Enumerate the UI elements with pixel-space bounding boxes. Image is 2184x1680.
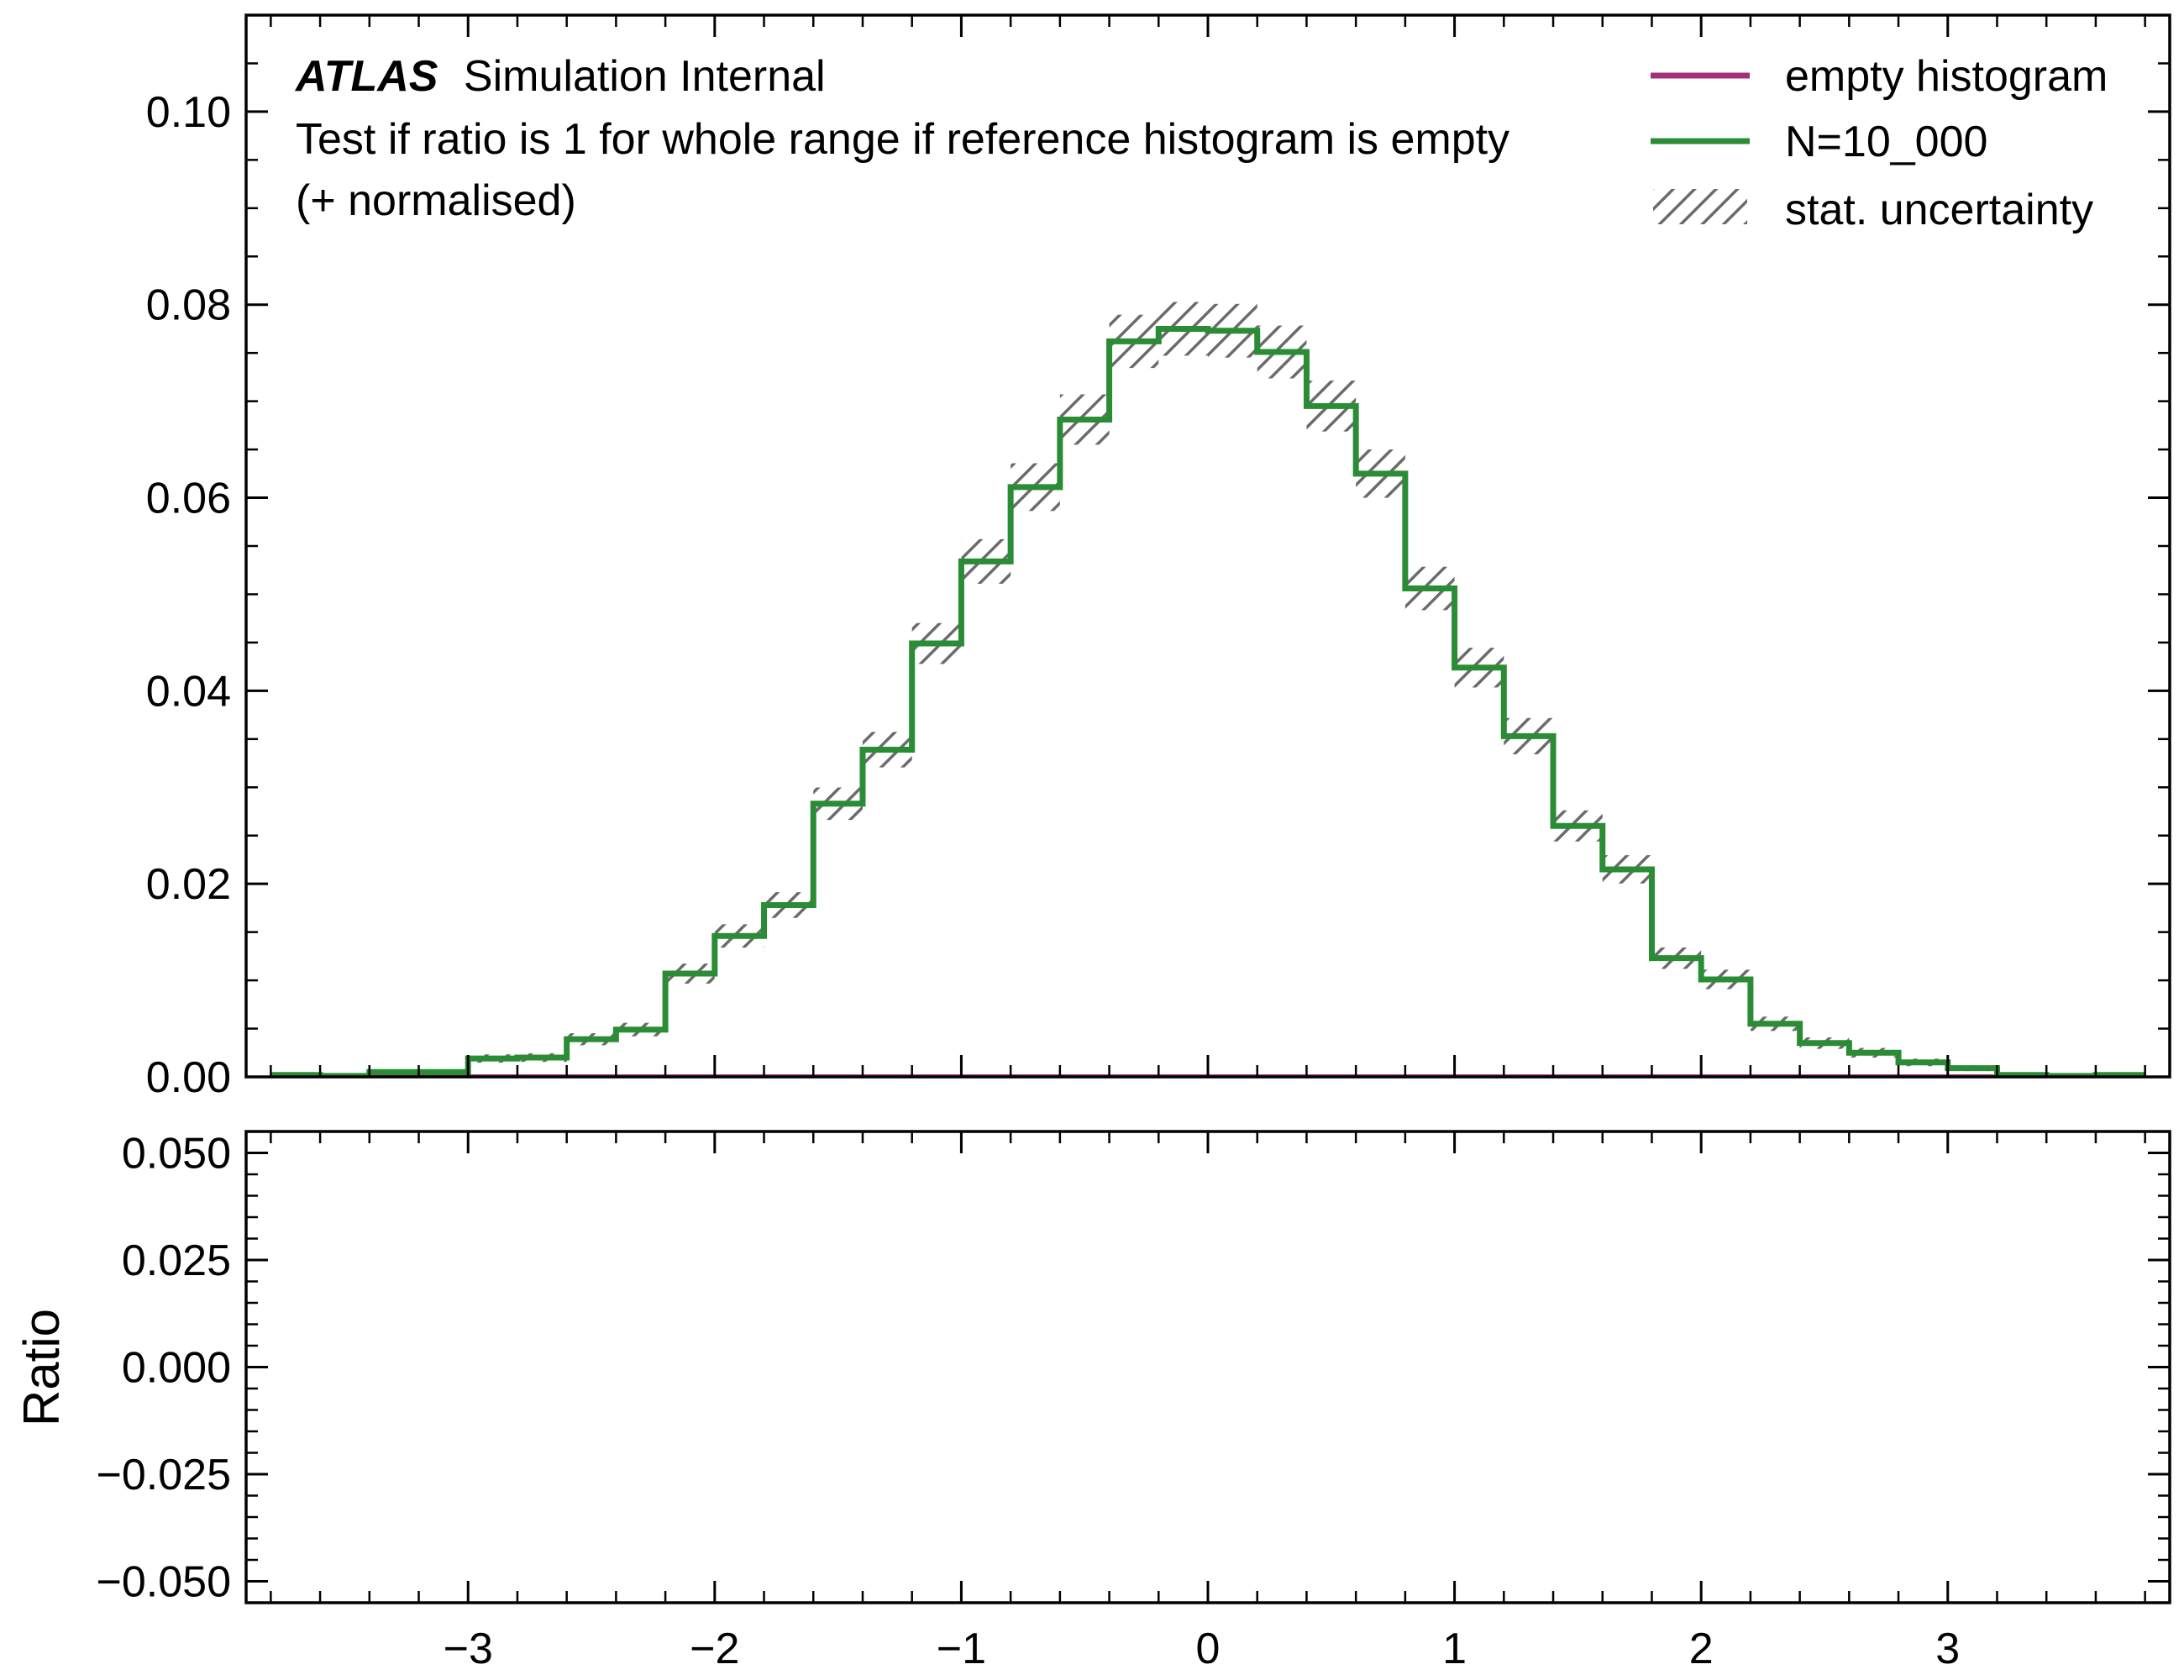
experiment-status: Simulation Internal [464, 52, 826, 101]
legend-swatch-uncertainty [1653, 189, 1747, 224]
y-tick-label: 0.04 [146, 667, 231, 716]
ratio-y-tick-label: 0.000 [122, 1344, 231, 1393]
annotation-line-1: Test if ratio is 1 for whole range if re… [296, 115, 1509, 164]
atlas-label: ATLAS Simulation Internal [294, 52, 826, 101]
legend-label-n10000: N=10_000 [1785, 118, 1987, 166]
x-tick-label: 3 [1935, 1625, 1960, 1673]
y-tick-label: 0.00 [146, 1053, 231, 1102]
legend-label-uncertainty: stat. uncertainty [1785, 186, 2093, 234]
y-tick-label: 0.10 [146, 88, 231, 137]
main-panel: 0.00 0.02 0.04 0.06 0.08 0.10 ATLAS Simulatio… [146, 13, 2171, 1102]
ratio-y-tick-label: −0.025 [97, 1451, 232, 1499]
main-frame [244, 13, 2171, 1079]
x-tick-labels: −3 −2 −1 0 1 2 3 [444, 1625, 1961, 1673]
legend: empty histogram N=10_000 stat. uncertain… [1651, 52, 2108, 234]
x-tick-label: 1 [1442, 1625, 1467, 1673]
y-tick-label: 0.02 [146, 860, 231, 909]
series-line-n10000 [270, 325, 2145, 1077]
main-ticks: 0.00 0.02 0.04 0.06 0.08 0.10 [146, 15, 2170, 1102]
y-tick-label: 0.08 [146, 281, 231, 330]
ratio-frame [244, 1130, 2171, 1604]
x-tick-label: 0 [1196, 1625, 1221, 1673]
ratio-ticks: −0.050 −0.025 0.000 0.025 0.050 [97, 1130, 2170, 1607]
uncertainty-bands [270, 302, 2145, 1077]
annotation-line-2: (+ normalised) [296, 176, 576, 225]
x-tick-label: 2 [1689, 1625, 1714, 1673]
ratio-y-tick-label: −0.050 [97, 1558, 232, 1607]
experiment-name: ATLAS [294, 52, 438, 101]
x-tick-label: −2 [690, 1625, 739, 1673]
ratio-y-tick-label: 0.025 [122, 1236, 231, 1285]
series-layer [270, 325, 2145, 1077]
ratio-panel: −0.050 −0.025 0.000 0.025 0.050 Ratio [13, 1130, 2171, 1607]
legend-label-empty: empty histogram [1785, 52, 2108, 101]
ratio-ylabel: Ratio [13, 1309, 70, 1426]
ratio-y-tick-label: 0.050 [122, 1130, 231, 1179]
x-tick-label: −3 [444, 1625, 493, 1673]
x-tick-label: −1 [937, 1625, 986, 1673]
y-tick-label: 0.06 [146, 475, 231, 523]
